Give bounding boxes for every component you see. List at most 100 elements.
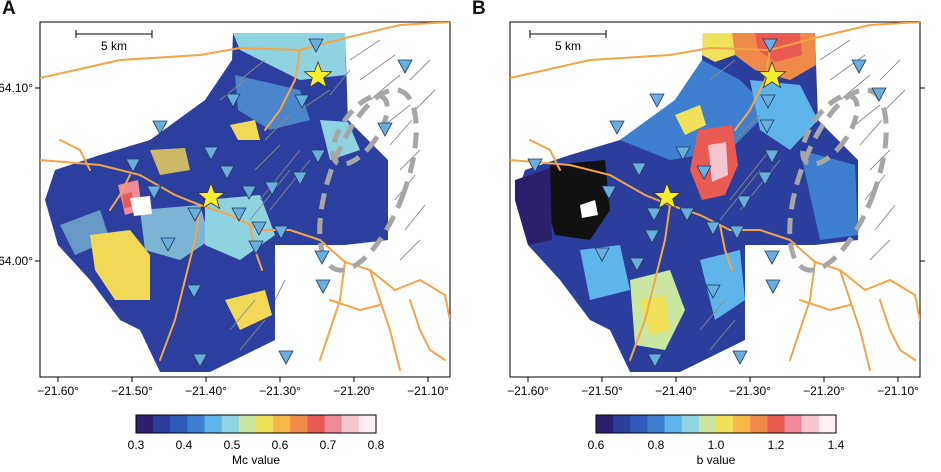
station-icon	[762, 38, 778, 53]
colorbar-swatch	[324, 415, 343, 433]
colorbar-swatch	[136, 415, 154, 433]
colorbar-swatch	[801, 415, 820, 433]
station-icon	[759, 119, 775, 134]
panel-letter: B	[472, 0, 486, 19]
colorbar-tick: 0.3	[128, 438, 145, 452]
colorbar-swatch	[273, 415, 291, 433]
station-icon	[696, 165, 712, 180]
colorbar	[135, 414, 377, 434]
colorbar-swatch	[630, 415, 648, 433]
lon-label: −21.20°	[333, 384, 375, 398]
station-icon	[647, 353, 663, 368]
colorbar-label: b value	[697, 453, 736, 467]
station-icon	[601, 185, 617, 200]
station-icon	[192, 353, 208, 368]
caldera-ellipse-inner	[800, 93, 860, 167]
b-gap	[580, 200, 598, 218]
mc-patch-yellow	[150, 148, 190, 175]
b-patch	[800, 150, 858, 240]
colorbar-swatch	[307, 415, 326, 433]
station-icon	[231, 207, 247, 222]
station-icon	[629, 257, 645, 272]
colorbar-swatch	[681, 415, 700, 433]
station-icon	[225, 93, 241, 108]
lon-label: −21.50°	[111, 384, 153, 398]
station-icon	[764, 149, 780, 164]
station-icon	[308, 38, 324, 53]
fault-lines	[699, 39, 906, 351]
panel-b: B	[470, 0, 941, 467]
lat-label: 64.10°	[0, 81, 33, 95]
colorbar-label: Mc value	[232, 453, 280, 467]
b-patch-black	[545, 160, 610, 240]
colorbar-tick: 1.2	[768, 438, 785, 452]
colorbar-swatch	[613, 415, 631, 433]
station-icon	[646, 207, 662, 222]
lon-label: −21.40°	[655, 384, 697, 398]
axis-ticks	[527, 87, 925, 382]
colorbar-swatch	[204, 415, 223, 433]
station-icon	[679, 207, 695, 222]
station-icon	[187, 207, 203, 222]
station-icon	[760, 94, 776, 109]
b-patch-yellow	[675, 105, 706, 135]
mainshock-star-icon	[757, 60, 787, 89]
colorbar-tick: 0.4	[176, 438, 193, 452]
station-icon	[397, 59, 413, 74]
mc-patch-yellow	[225, 290, 272, 330]
station-icon	[273, 225, 289, 240]
station-icon	[377, 122, 393, 137]
station-icon	[292, 171, 308, 186]
mc-patch-yellow	[90, 230, 150, 300]
mc-gap	[130, 196, 152, 216]
colorbar-swatch	[221, 415, 240, 433]
colorbar-tick: 0.8	[368, 438, 385, 452]
lon-label: −21.50°	[581, 384, 623, 398]
station-icon	[315, 279, 331, 294]
colorbar-swatch	[767, 415, 786, 433]
mc-patch-red	[122, 192, 134, 208]
station-icon	[146, 185, 162, 200]
colorbar-swatches	[136, 415, 377, 433]
station-icon	[203, 146, 219, 161]
axis-ticks	[35, 87, 429, 382]
seismic-stations	[527, 38, 887, 368]
station-icon	[527, 158, 543, 173]
roads	[40, 22, 450, 371]
colorbar-swatch	[187, 415, 206, 433]
b-patch-dark	[515, 168, 552, 245]
b-patch	[700, 250, 745, 320]
b-patch-pink	[708, 142, 728, 182]
scale-bar-label: 5 km	[555, 39, 581, 53]
colorbar-swatch	[716, 415, 734, 433]
station-icon	[675, 146, 691, 161]
b-patch-yellow	[640, 295, 670, 335]
lon-label: −21.30°	[729, 384, 771, 398]
colorbar-swatches	[596, 415, 837, 433]
b-patch	[580, 245, 630, 300]
lon-label: −21.10°	[407, 384, 449, 398]
station-icon	[310, 149, 326, 164]
colorbar-tick: 0.7	[320, 438, 337, 452]
lat-label: 64.00°	[0, 254, 33, 268]
colorbar-tick: 1.0	[708, 438, 725, 452]
map-b: 5 km −21.60° −21.50° −21.40° −21.30° −21…	[507, 21, 925, 467]
station-icon	[757, 171, 773, 186]
scale-bar	[75, 30, 153, 38]
station-icon	[764, 250, 780, 265]
lon-label: −21.60°	[507, 384, 549, 398]
colorbar-swatch	[341, 415, 360, 433]
colorbar-swatch	[664, 415, 683, 433]
colorbar-swatch	[238, 415, 257, 433]
station-icon	[871, 87, 887, 102]
colorbar-swatch	[784, 415, 803, 433]
colorbar-tick: 0.8	[648, 438, 665, 452]
station-icon	[152, 120, 168, 135]
lon-label: −21.20°	[803, 384, 845, 398]
star-icon	[652, 181, 682, 210]
station-icon	[241, 185, 257, 200]
station-icon	[705, 284, 721, 299]
panel-a: A	[0, 0, 470, 467]
colorbar-tick: 0.6	[588, 438, 605, 452]
caldera-ellipse-inner	[330, 93, 390, 167]
